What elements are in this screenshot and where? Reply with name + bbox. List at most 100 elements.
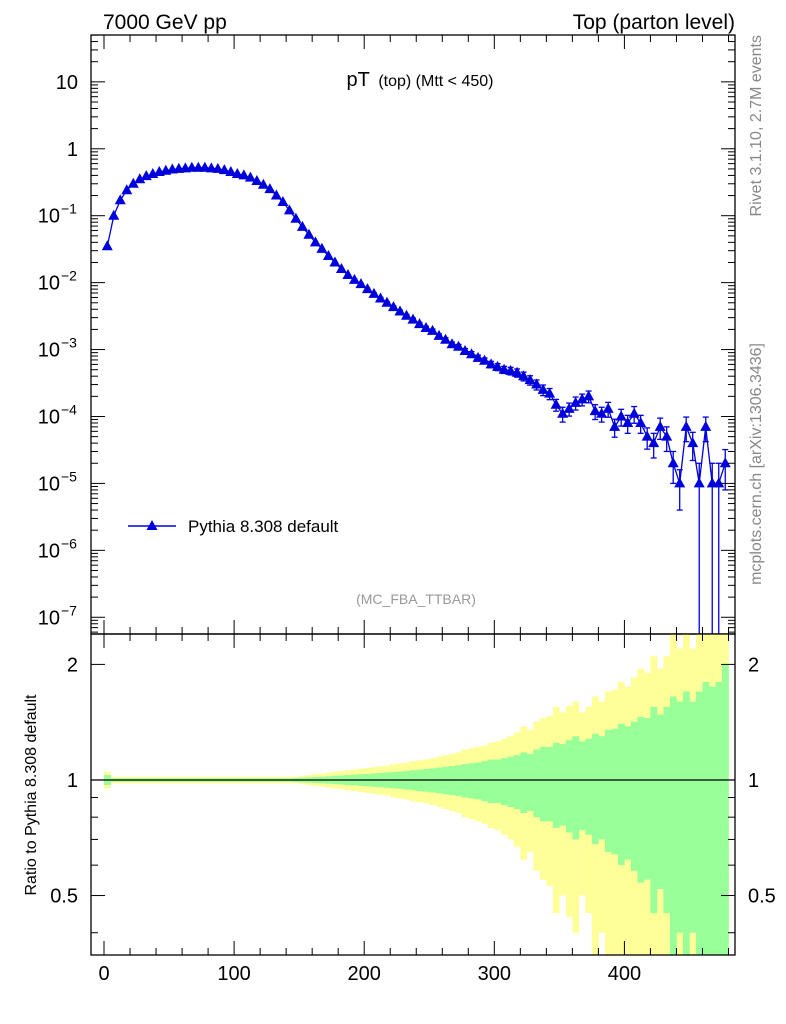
ratio-band-stat <box>520 752 528 814</box>
y-tick-label-exponent: −2 <box>61 268 77 284</box>
data-point <box>277 196 289 207</box>
data-point <box>498 363 510 374</box>
data-point <box>355 278 367 289</box>
ratio-band-stat <box>689 701 697 933</box>
data-point <box>218 164 230 175</box>
data-point <box>251 175 263 186</box>
data-point <box>290 212 302 223</box>
data-point <box>511 366 523 377</box>
data-point <box>615 410 627 421</box>
plot-title-main: pT <box>347 69 370 91</box>
ratio-band-stat <box>455 765 463 797</box>
y-tick-label: 10 <box>38 607 60 629</box>
data-point <box>342 269 354 280</box>
ratio-y-tick-label-right: 2 <box>748 654 759 676</box>
y-tick-label: 10 <box>38 340 60 362</box>
ratio-band-stat <box>643 718 651 880</box>
ratio-band-stat <box>461 764 469 798</box>
data-point <box>570 396 582 407</box>
header-right-label: Top (parton level) <box>573 11 735 34</box>
ratio-band-stat <box>650 706 658 914</box>
data-point <box>719 457 731 468</box>
x-tick-label: 300 <box>478 963 511 985</box>
ratio-band-stat <box>585 738 593 835</box>
data-point <box>368 287 380 298</box>
legend-marker <box>146 520 158 530</box>
data-point <box>394 305 406 316</box>
data-point <box>628 407 640 418</box>
data-point <box>270 189 282 200</box>
data-point <box>563 402 575 413</box>
legend: Pythia 8.308 default <box>128 517 339 536</box>
data-point <box>420 321 432 332</box>
data-point <box>544 387 556 398</box>
data-point <box>453 340 465 351</box>
y-tick-label-exponent: −4 <box>61 401 77 417</box>
ratio-y-tick-label: 2 <box>67 654 78 676</box>
data-point <box>505 364 517 375</box>
y-tick-label: 10 <box>38 406 60 428</box>
data-point <box>661 430 673 441</box>
data-point <box>264 183 276 194</box>
data-point <box>622 416 634 427</box>
ratio-band-stat <box>637 716 645 883</box>
data-point <box>654 420 666 431</box>
ratio-band-stat <box>611 728 619 855</box>
data-point <box>459 345 471 356</box>
ratio-band-stat <box>591 733 599 845</box>
data-point <box>257 178 269 189</box>
ratio-band-stat <box>630 721 638 871</box>
ratio-band-stat <box>702 681 710 955</box>
data-point <box>108 209 120 220</box>
data-point <box>583 390 595 401</box>
data-point <box>427 324 439 335</box>
data-point <box>134 173 146 184</box>
data-point <box>557 407 569 418</box>
data-point <box>329 256 341 267</box>
data-point <box>400 309 412 320</box>
data-point <box>531 378 543 389</box>
data-point <box>589 405 601 416</box>
data-point <box>700 420 712 431</box>
data-point <box>479 354 491 365</box>
y-tick-label: 1 <box>67 139 78 161</box>
ratio-band-stat <box>565 740 573 833</box>
ratio-y-tick-label-right: 1 <box>748 770 759 792</box>
y-tick-label: 10 <box>38 206 60 228</box>
ratio-panel: 0 100 200 300 400 0.5 0.5 1 1 2 2 <box>50 633 776 985</box>
ratio-frame <box>90 633 736 956</box>
ratio-band-stat <box>552 742 560 828</box>
ratio-band-stat <box>487 759 495 804</box>
data-point <box>667 457 679 468</box>
data-point <box>348 273 360 284</box>
x-tick-label: 100 <box>217 963 250 985</box>
data-point <box>283 204 295 215</box>
data-point <box>238 169 250 180</box>
y-tick-label: 10 <box>38 273 60 295</box>
ratio-band-stat <box>578 741 586 831</box>
data-point <box>374 292 386 303</box>
ratio-band-stat <box>539 746 547 822</box>
data-point <box>361 283 373 294</box>
ratio-band-stat <box>708 686 716 955</box>
ratio-y-tick-label-right: 0.5 <box>748 886 776 908</box>
data-point <box>576 393 588 404</box>
ratio-band-stat <box>695 691 703 955</box>
y-tick-label-exponent: −1 <box>61 201 77 217</box>
ratio-band-stat <box>513 755 521 810</box>
data-point <box>244 171 256 182</box>
data-point <box>596 407 608 418</box>
ratio-band-stat <box>448 766 456 796</box>
data-point <box>635 416 647 427</box>
data-point <box>602 402 614 413</box>
ratio-band-stat <box>559 744 567 826</box>
ratio-band-stat <box>663 706 671 914</box>
ratio-band-stat <box>669 696 677 955</box>
ratio-band-stat <box>676 701 684 933</box>
ratio-band-stat <box>572 736 580 840</box>
data-point <box>335 262 347 273</box>
y-tick-label-exponent: −5 <box>61 468 77 484</box>
ratio-band-stat <box>682 691 690 955</box>
